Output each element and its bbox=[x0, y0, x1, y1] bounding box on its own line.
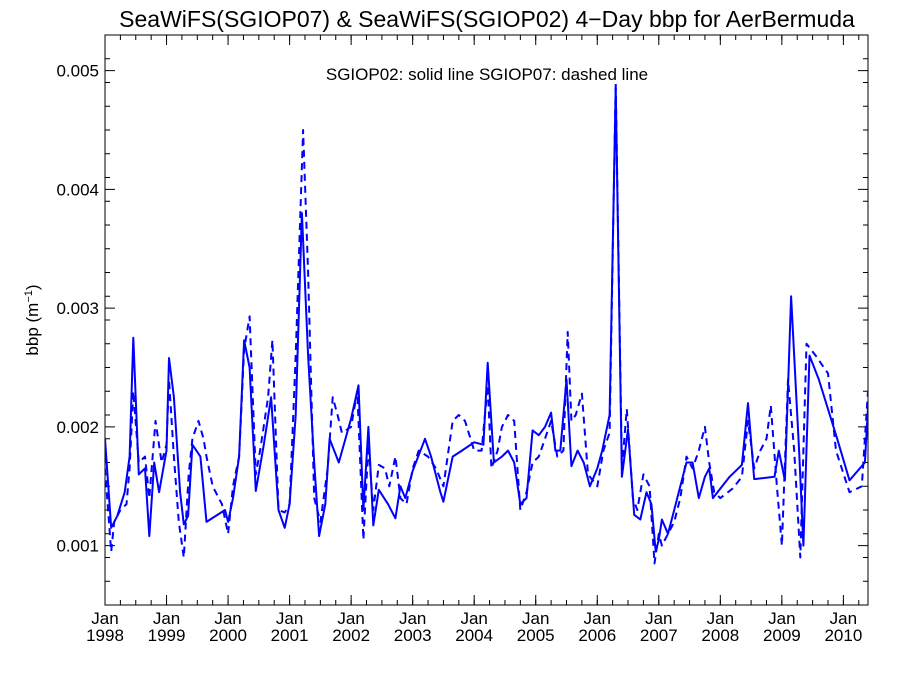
x-tick-year: 2004 bbox=[455, 626, 493, 645]
x-tick-month: Jan bbox=[768, 609, 795, 628]
x-tick-year: 2005 bbox=[517, 626, 555, 645]
y-axis-label: bbp (m−1) bbox=[23, 284, 42, 355]
x-tick-month: Jan bbox=[153, 609, 180, 628]
x-tick-year: 2001 bbox=[271, 626, 309, 645]
y-tick-label: 0.003 bbox=[56, 299, 99, 318]
series-group bbox=[105, 81, 868, 565]
y-tick-label: 0.005 bbox=[56, 62, 99, 81]
chart-title: SeaWiFS(SGIOP07) & SeaWiFS(SGIOP02) 4−Da… bbox=[119, 6, 855, 32]
x-tick-year: 1998 bbox=[86, 626, 124, 645]
x-tick-month: Jan bbox=[276, 609, 303, 628]
x-tick-month: Jan bbox=[522, 609, 549, 628]
x-tick-year: 2003 bbox=[394, 626, 432, 645]
x-tick-month: Jan bbox=[707, 609, 734, 628]
x-tick-month: Jan bbox=[460, 609, 487, 628]
x-tick-month: Jan bbox=[830, 609, 857, 628]
x-tick-year: 2009 bbox=[763, 626, 801, 645]
plot-frame bbox=[104, 34, 869, 606]
x-tick-month: Jan bbox=[645, 609, 672, 628]
y-axis: 0.001 0.002 0.003 0.004 0.005 bbox=[56, 34, 868, 606]
y-tick-label: 0.004 bbox=[56, 180, 99, 199]
x-tick-month: Jan bbox=[584, 609, 611, 628]
x-tick-year: 2002 bbox=[332, 626, 370, 645]
x-tick-year: 2008 bbox=[701, 626, 739, 645]
x-tick-month: Jan bbox=[399, 609, 426, 628]
x-tick-month: Jan bbox=[337, 609, 364, 628]
series-dashed-line bbox=[105, 81, 868, 565]
x-tick-year: 2000 bbox=[209, 626, 247, 645]
x-tick-year: 2006 bbox=[578, 626, 616, 645]
x-tick-month: Jan bbox=[214, 609, 241, 628]
x-tick-month: Jan bbox=[91, 609, 118, 628]
x-tick-year: 2007 bbox=[640, 626, 678, 645]
y-tick-label: 0.002 bbox=[56, 418, 99, 437]
y-tick-label: 0.001 bbox=[56, 537, 99, 556]
series-solid-line bbox=[105, 87, 868, 553]
x-tick-year: 2010 bbox=[824, 626, 862, 645]
x-tick-year: 1999 bbox=[148, 626, 186, 645]
legend-annotation: SGIOP02: solid line SGIOP07: dashed line bbox=[326, 65, 648, 84]
x-axis: Jan1998Jan1999Jan2000Jan2001Jan2002Jan20… bbox=[86, 35, 862, 645]
